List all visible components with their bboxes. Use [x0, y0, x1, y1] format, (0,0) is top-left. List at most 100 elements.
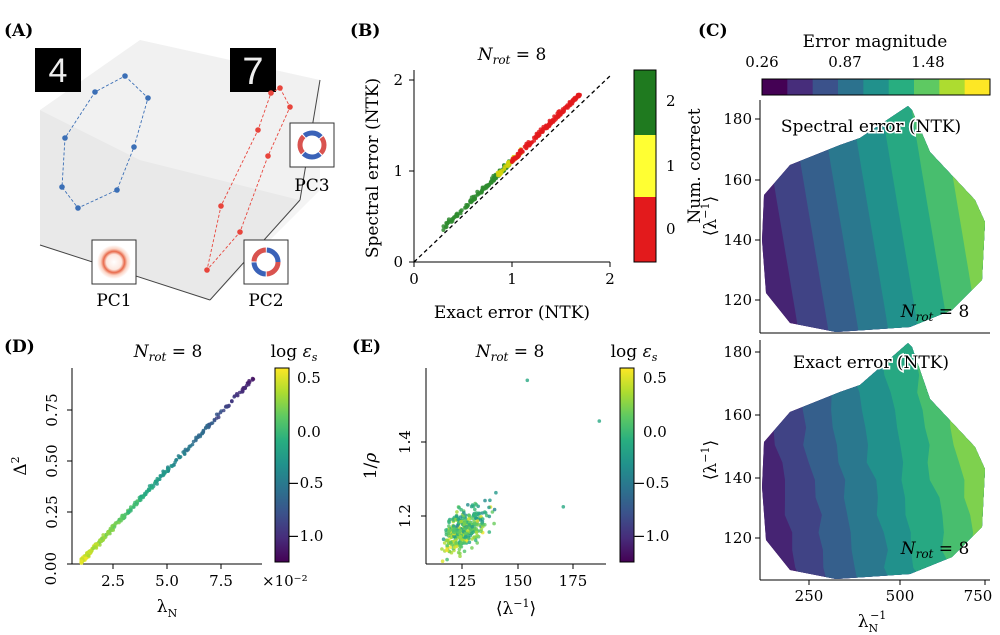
c-top-title-halo: Spectral error (NTK) [781, 117, 961, 137]
b-point [476, 191, 481, 196]
c-colorbar-segment [964, 79, 991, 95]
d-point [84, 556, 88, 561]
d-point [191, 439, 196, 444]
c-top-title: Spectral error (NTK) [781, 117, 961, 137]
e-point [463, 541, 467, 545]
d-ticks [67, 409, 222, 569]
d-point [91, 546, 95, 551]
e-point [442, 541, 447, 545]
e-point [468, 533, 473, 538]
e-point [446, 532, 451, 536]
d-point [226, 404, 231, 409]
e-point [474, 502, 479, 507]
b-point [464, 203, 469, 207]
e-point [462, 522, 466, 526]
d-point [88, 549, 93, 554]
c-xtick-750: 750 [964, 587, 993, 605]
d-point [186, 446, 191, 451]
e-point [447, 524, 451, 528]
digit-4-loop [59, 73, 151, 211]
d-point [177, 455, 182, 460]
e-point [488, 498, 492, 503]
b-point [550, 117, 555, 122]
d-ytick-1: 0.25 [43, 495, 61, 528]
digit-4-image [35, 48, 81, 92]
b-ytick-0: 0 [393, 253, 403, 271]
b-scatter-points [441, 92, 582, 232]
e-point [525, 378, 530, 383]
b-point [480, 185, 485, 190]
b-point [472, 196, 477, 201]
b-point [468, 199, 473, 204]
d-cb-tick-4: −1.0 [287, 527, 323, 545]
panel-c-label: (C) [698, 21, 728, 41]
c-colorbar-segment [939, 79, 966, 95]
e-point [462, 511, 466, 515]
d-point [206, 425, 211, 430]
pc2-label: PC2 [248, 291, 283, 311]
e-colorbar [619, 367, 635, 563]
c-top-ytick-180: 180 [723, 110, 752, 128]
e-point [483, 510, 487, 514]
b-point [506, 162, 511, 166]
e-point [494, 490, 498, 495]
b-point [519, 149, 524, 154]
d-point [250, 378, 255, 382]
digit-4-point [75, 205, 81, 211]
e-xlabel: ⟨λ−1⟩ [496, 597, 536, 619]
e-ytick-2: 1.4 [396, 430, 414, 454]
b-point [443, 225, 448, 230]
d-point [201, 428, 206, 433]
c-xtick-250: 250 [795, 587, 824, 605]
c-bot-ylabel: ⟨λ−1⟩ [699, 440, 721, 480]
e-point [440, 559, 445, 563]
c-bot-yticks [755, 351, 986, 585]
e-ylabel: 1/ρ [361, 453, 381, 480]
e-point [456, 517, 461, 522]
e-point [466, 503, 470, 507]
d-point [132, 502, 137, 507]
e-point [479, 529, 483, 534]
b-colorbar-frame [633, 69, 657, 263]
b-xtick-2: 2 [605, 270, 615, 288]
b-colorbar-label: Num. correct [685, 108, 705, 223]
e-point [474, 530, 479, 535]
pc1-label: PC1 [96, 291, 131, 311]
c-bot-ytick-120: 120 [723, 529, 752, 547]
e-point [441, 537, 446, 541]
d-cb-tick-2: 0.0 [297, 423, 321, 441]
digit-4-glyph: 4 [49, 52, 68, 90]
d-point [155, 479, 159, 484]
d-point [214, 416, 219, 420]
e-point [470, 503, 475, 507]
e-point [445, 543, 449, 548]
d-xtick-1: 2.5 [101, 572, 125, 590]
d-xtick-2: 5.0 [155, 572, 179, 590]
e-ticks [421, 441, 574, 569]
panel-e: (E) Nrot = 8 1.2 1.4 1/ρ 125 150 175 ⟨λ−… [352, 337, 669, 619]
digit-7-loop [204, 85, 293, 273]
d-point [182, 452, 187, 456]
e-point [457, 547, 462, 552]
e-point [445, 557, 449, 562]
d-point [183, 447, 188, 452]
e-point [467, 540, 472, 544]
e-point [474, 511, 479, 515]
e-point [459, 519, 463, 524]
d-point [216, 412, 221, 417]
digit-7-point [237, 229, 243, 235]
panel-b: (B) Nrot = 8 0 1 2 0 1 2 Exact error (NT… [350, 21, 705, 323]
e-point [454, 514, 459, 518]
c-cb-tick-0: 0.26 [745, 53, 778, 71]
digit-4-point [92, 89, 98, 95]
e-point [561, 505, 566, 509]
pc2-filter-image [243, 239, 289, 285]
digit-7-glyph: 7 [242, 51, 263, 93]
e-point [597, 419, 602, 423]
e-point [467, 536, 471, 540]
b-colorbar-yellow [634, 135, 656, 197]
e-point [458, 544, 463, 549]
e-point [475, 519, 480, 523]
d-point [95, 542, 100, 546]
